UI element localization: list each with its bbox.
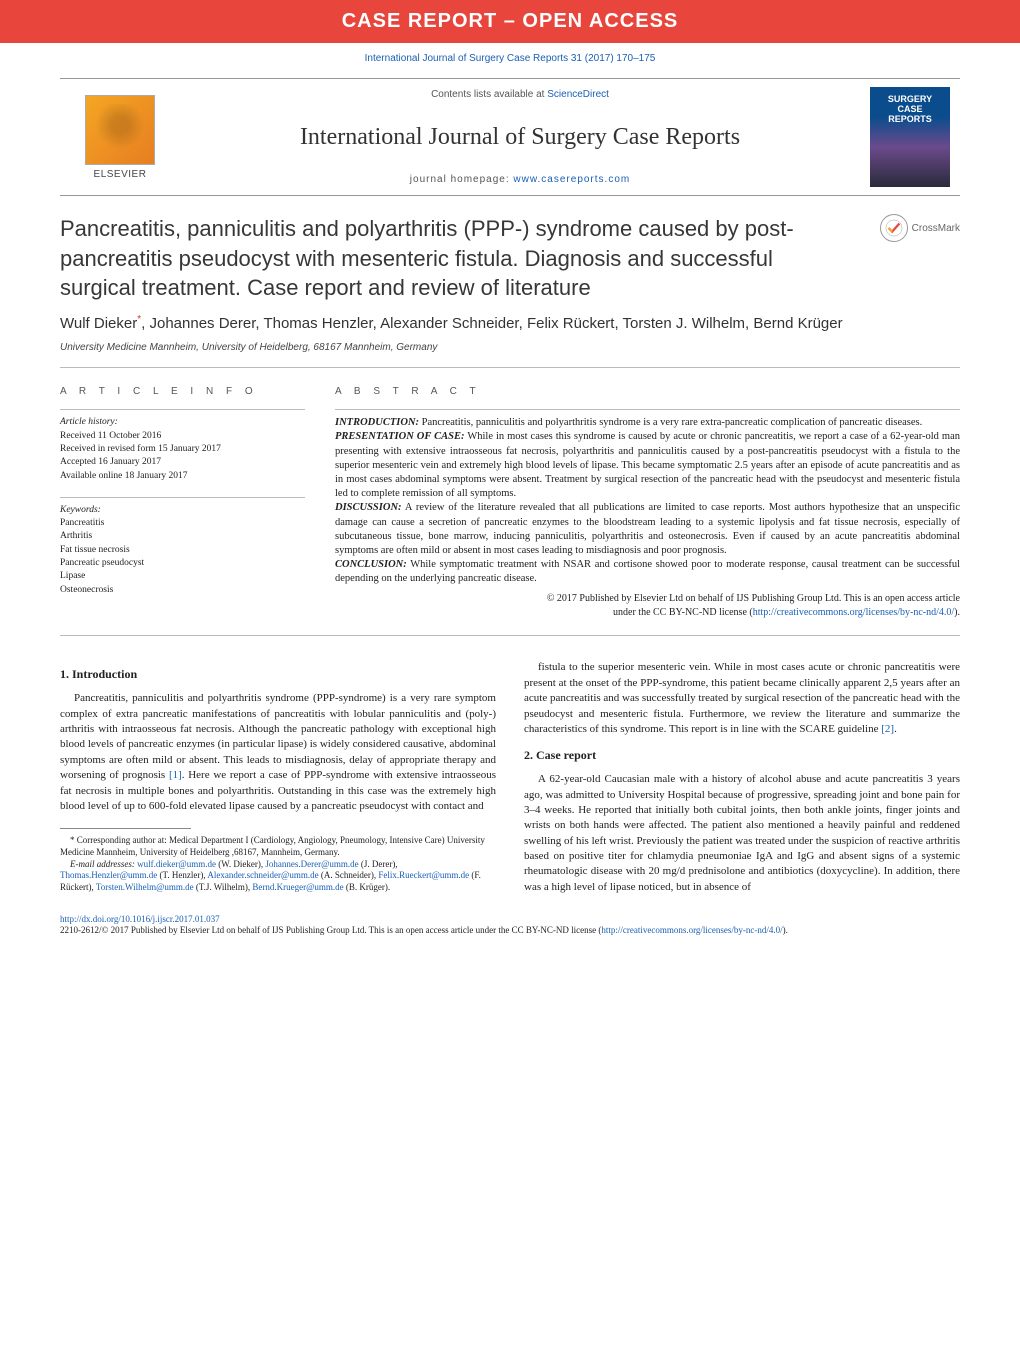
keyword-1: Pancreatitis	[60, 518, 104, 528]
journal-header: ELSEVIER Contents lists available at Sci…	[60, 78, 960, 196]
journal-cover-thumbnail: SURGERY CASE REPORTS	[870, 87, 950, 187]
journal-homepage-line: journal homepage: www.casereports.com	[180, 174, 860, 185]
history-label: Article history:	[60, 417, 118, 427]
email-7[interactable]: Bernd.Krueger@umm.de	[252, 882, 343, 892]
cover-line-3: REPORTS	[870, 115, 950, 125]
abs-conc-label: CONCLUSION:	[335, 559, 407, 570]
email-1-name: (W. Dieker),	[218, 859, 265, 869]
abstract-body: INTRODUCTION: Pancreatitis, panniculitis…	[335, 409, 960, 619]
footnote-block: * Corresponding author at: Medical Depar…	[60, 828, 496, 893]
homepage-prefix: journal homepage:	[410, 174, 514, 185]
section-intro-heading: 1. Introduction	[60, 666, 496, 683]
corresponding-author-note: Corresponding author at: Medical Departm…	[60, 835, 485, 857]
abs-disc-label: DISCUSSION:	[335, 502, 402, 513]
history-online: Available online 18 January 2017	[60, 471, 188, 481]
author-list: Wulf Dieker*, Johannes Derer, Thomas Hen…	[60, 313, 960, 334]
article-history-block: Article history: Received 11 October 201…	[60, 409, 305, 482]
keyword-6: Osteonecrosis	[60, 585, 113, 595]
publisher-name: ELSEVIER	[94, 169, 147, 180]
elsevier-tree-icon	[85, 95, 155, 165]
keywords-block: Keywords: Pancreatitis Arthritis Fat tis…	[60, 497, 305, 597]
abs-intro-label: INTRODUCTION:	[335, 417, 419, 428]
keyword-5: Lipase	[60, 571, 85, 581]
section-intro-p1: Pancreatitis, panniculitis and polyarthr…	[60, 691, 496, 814]
journal-reference: International Journal of Surgery Case Re…	[0, 43, 1020, 78]
email-3[interactable]: Thomas.Henzler@umm.de	[60, 870, 157, 880]
email-2-name: (J. Derer),	[361, 859, 398, 869]
email-label: E-mail addresses:	[70, 859, 137, 869]
doi-link[interactable]: http://dx.doi.org/10.1016/j.ijscr.2017.0…	[60, 914, 220, 924]
contents-prefix: Contents lists available at	[431, 89, 547, 100]
email-6-name: (T.J. Wilhelm),	[196, 882, 253, 892]
footer-close: ).	[783, 925, 788, 935]
abstract-heading: A B S T R A C T	[335, 386, 960, 397]
email-3-name: (T. Henzler),	[160, 870, 208, 880]
crossmark-label: CrossMark	[912, 223, 960, 234]
corr-star: *	[70, 835, 77, 845]
cc-license-link[interactable]: http://creativecommons.org/licenses/by-n…	[753, 607, 954, 618]
copyright-3: ).	[954, 607, 960, 618]
issn-copyright-line: 2210-2612/© 2017 Published by Elsevier L…	[60, 925, 601, 935]
journal-cover-text: SURGERY CASE REPORTS	[870, 95, 950, 125]
page-footer: http://dx.doi.org/10.1016/j.ijscr.2017.0…	[60, 910, 960, 937]
journal-header-center: Contents lists available at ScienceDirec…	[180, 79, 860, 195]
abs-conc: While symptomatic treatment with NSAR an…	[335, 559, 960, 584]
email-2[interactable]: Johannes.Derer@umm.de	[265, 859, 358, 869]
keyword-3: Fat tissue necrosis	[60, 545, 130, 555]
abstract-copyright: © 2017 Published by Elsevier Ltd on beha…	[335, 592, 960, 619]
email-7-name: (B. Krüger).	[346, 882, 390, 892]
abs-intro: Pancreatitis, panniculitis and polyarthr…	[419, 417, 922, 428]
paper-title: Pancreatitis, panniculitis and polyarthr…	[60, 214, 960, 303]
section-case-heading: 2. Case report	[524, 747, 960, 764]
section-case-p1: A 62-year-old Caucasian male with a hist…	[524, 772, 960, 895]
footnote-separator	[60, 828, 191, 829]
abs-case-label: PRESENTATION OF CASE:	[335, 431, 465, 442]
history-revised: Received in revised form 15 January 2017	[60, 444, 221, 454]
footnotes: * Corresponding author at: Medical Depar…	[60, 835, 496, 893]
abs-disc: A review of the literature revealed that…	[335, 502, 960, 556]
email-6[interactable]: Torsten.Wilhelm@umm.de	[96, 882, 194, 892]
journal-title: International Journal of Surgery Case Re…	[180, 124, 860, 151]
section-intro-p2: fistula to the superior mesenteric vein.…	[524, 660, 960, 737]
ref-1-link[interactable]: [1]	[169, 769, 182, 781]
body-text: 1. Introduction Pancreatitis, panniculit…	[60, 636, 960, 899]
ref-2-link[interactable]: [2]	[881, 723, 894, 735]
history-accepted: Accepted 16 January 2017	[60, 457, 161, 467]
article-info-heading: A R T I C L E I N F O	[60, 386, 305, 397]
email-5[interactable]: Felix.Rueckert@umm.de	[378, 870, 469, 880]
copyright-1: © 2017 Published by Elsevier Ltd on beha…	[547, 593, 960, 604]
email-4-name: (A. Schneider),	[321, 870, 378, 880]
keyword-4: Pancreatic pseudocyst	[60, 558, 144, 568]
contents-available: Contents lists available at ScienceDirec…	[180, 89, 860, 100]
history-received: Received 11 October 2016	[60, 431, 161, 441]
crossmark-badge[interactable]: CrossMark	[880, 214, 960, 242]
affiliation: University Medicine Mannheim, University…	[60, 342, 960, 363]
article-info-column: A R T I C L E I N F O Article history: R…	[60, 386, 305, 619]
sciencedirect-link[interactable]: ScienceDirect	[547, 89, 609, 100]
publisher-logo-block: ELSEVIER	[60, 79, 180, 195]
keyword-2: Arthritis	[60, 531, 92, 541]
abstract-column: A B S T R A C T INTRODUCTION: Pancreatit…	[335, 386, 960, 619]
info-abstract-row: A R T I C L E I N F O Article history: R…	[60, 368, 960, 636]
journal-cover-block: SURGERY CASE REPORTS	[860, 79, 960, 195]
email-1[interactable]: wulf.dieker@umm.de	[137, 859, 216, 869]
journal-homepage-link[interactable]: www.casereports.com	[513, 174, 630, 185]
title-section: CrossMark Pancreatitis, panniculitis and…	[60, 196, 960, 368]
email-4[interactable]: Alexander.schneider@umm.de	[207, 870, 318, 880]
copyright-2: under the CC BY-NC-ND license (	[613, 607, 753, 618]
open-access-banner: CASE REPORT – OPEN ACCESS	[0, 0, 1020, 43]
banner-text: CASE REPORT – OPEN ACCESS	[342, 10, 679, 32]
footer-cc-link[interactable]: http://creativecommons.org/licenses/by-n…	[601, 925, 782, 935]
crossmark-icon	[880, 214, 908, 242]
keywords-label: Keywords:	[60, 505, 101, 515]
